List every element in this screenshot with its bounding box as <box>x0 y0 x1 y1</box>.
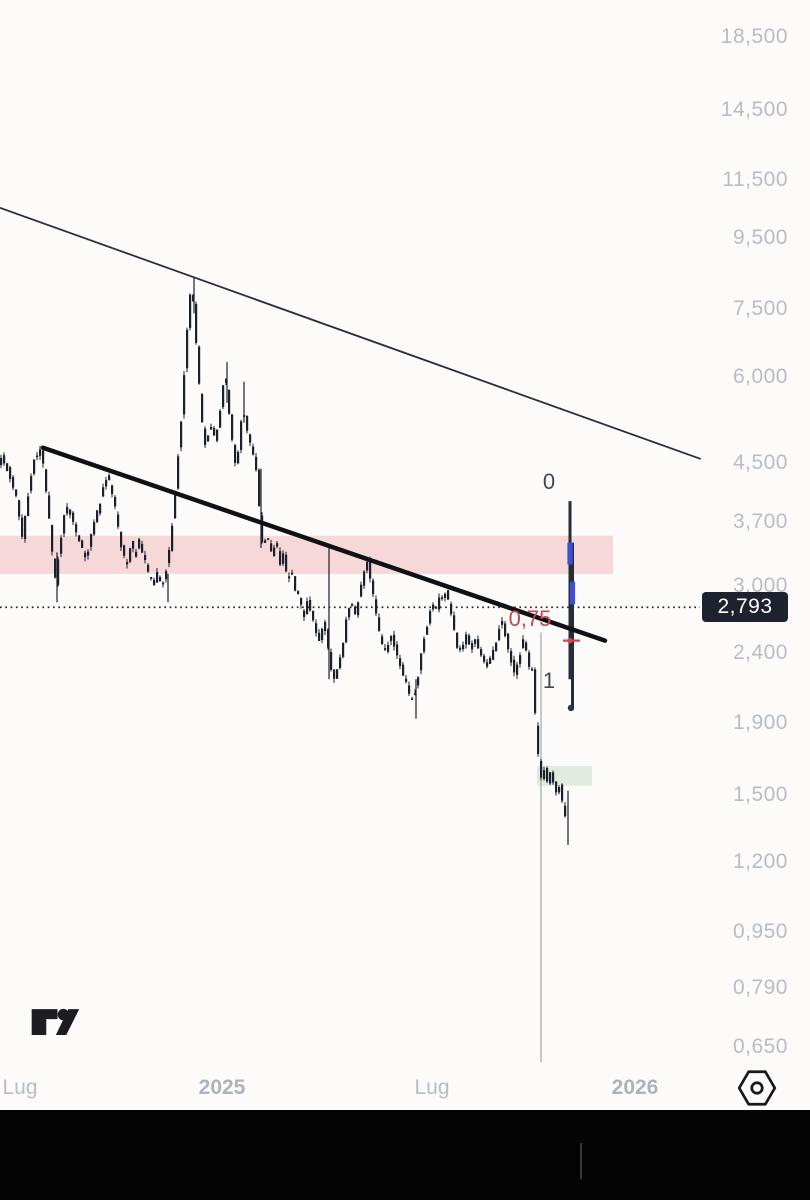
price-tick: 4,500 <box>732 451 788 475</box>
hexagon-dot <box>750 1081 764 1095</box>
time-tick: Lug <box>414 1076 450 1099</box>
price-tick: 1,900 <box>732 711 788 735</box>
hexagon-icon <box>737 1070 777 1106</box>
price-tick: 0,950 <box>732 920 788 944</box>
upper-trendline[interactable] <box>0 206 701 460</box>
price-tick: 0,790 <box>732 976 788 1000</box>
toolbar-divider <box>580 1143 582 1179</box>
price-tick: 18,500 <box>720 25 788 48</box>
tradingview-logo[interactable] <box>30 1004 80 1041</box>
time-tick: Lug <box>2 1076 38 1099</box>
main-trendline[interactable] <box>40 445 608 643</box>
price-marker-dot-0 <box>567 638 573 644</box>
chart-canvas[interactable] <box>0 0 810 1110</box>
target-box[interactable] <box>537 765 592 786</box>
price-tick: 7,500 <box>732 297 788 321</box>
last-price-tag: 2,793 <box>702 592 788 622</box>
supply-zone-rectangle[interactable] <box>0 535 613 574</box>
fib-label-0_75[interactable]: 0,75 <box>508 605 552 631</box>
price-tick: 3,700 <box>732 510 788 534</box>
price-tick: 14,500 <box>720 98 788 122</box>
price-tick: 3,000 <box>732 573 788 597</box>
recent-candle-body <box>569 581 576 605</box>
fib-label-1[interactable]: 1 <box>542 667 556 693</box>
price-tick: 11,500 <box>722 168 788 192</box>
price-tick: 0,650 <box>732 1034 788 1058</box>
recent-candle-body <box>567 542 573 565</box>
chart-settings-button[interactable] <box>735 1066 779 1110</box>
price-tick: 2,400 <box>732 640 788 664</box>
time-tick: 2026 <box>611 1076 659 1099</box>
price-tick: 6,000 <box>732 364 788 388</box>
price-tick: 1,500 <box>732 782 788 806</box>
time-tick: 2025 <box>198 1076 246 1099</box>
price-marker-dot-1 <box>567 704 575 712</box>
fib-label-0[interactable]: 0 <box>542 469 556 495</box>
candlestick-series[interactable] <box>0 276 569 845</box>
price-tick: 9,500 <box>732 226 788 249</box>
bottom-toolbar: FILBTC 12H FILUSDT 1D FLOKIUS 2D <box>0 1110 810 1200</box>
price-tick: 1,200 <box>732 850 788 873</box>
